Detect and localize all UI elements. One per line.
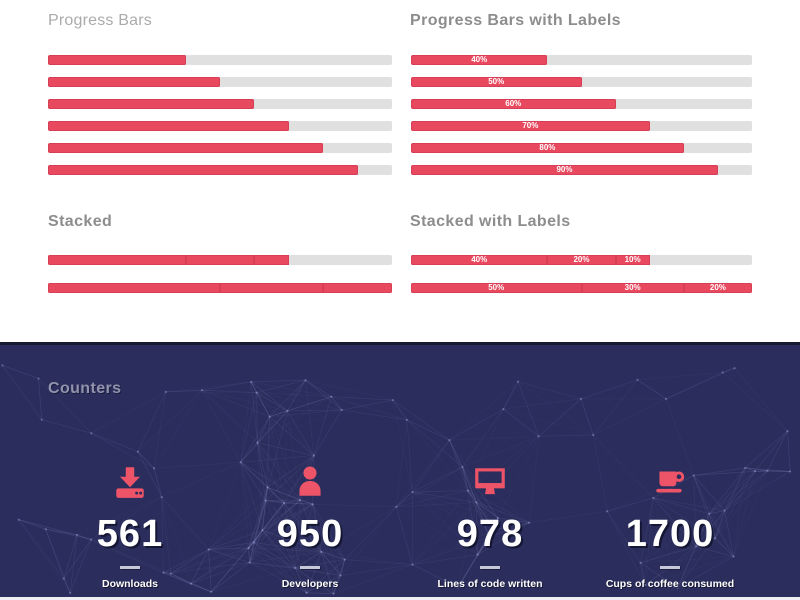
counter-label: Downloads	[101, 578, 158, 590]
progress-bars-with-labels-title: Progress Bars with Labels	[410, 12, 621, 29]
stacked-bar-track	[48, 283, 392, 293]
stacked-segment-label: 40%	[471, 255, 488, 264]
progress-bar-label: 50%	[488, 77, 505, 86]
progress-bar-fill: 50%	[411, 77, 582, 87]
progress-bar-track: 70%	[411, 121, 752, 131]
stacked-bar-segment: 50%	[411, 283, 582, 293]
counter-item: 978 Lines of code written	[400, 463, 580, 590]
progress-bar-fill	[48, 165, 358, 175]
stacked-bar-segment: 30%	[581, 283, 684, 293]
stacked-with-labels-title: Stacked with Labels	[410, 213, 571, 230]
user-icon	[291, 463, 329, 501]
counter-value: 561	[96, 513, 164, 555]
stacked-bar-track	[48, 255, 392, 265]
stacked-bar-track: 50% 30% 20%	[411, 283, 752, 293]
stacked-bar-segment	[220, 283, 324, 293]
progress-bar-label: 90%	[556, 165, 573, 174]
progress-bar-fill	[48, 99, 255, 109]
stacked-title: Stacked	[48, 213, 113, 230]
progress-bar-label: 60%	[505, 99, 522, 108]
progress-bar-track	[48, 77, 392, 87]
progress-bar-track: 90%	[411, 165, 752, 175]
stacked-bars-labeled-group: 40% 20% 10% 50% 30% 20%	[411, 255, 752, 311]
progress-bar-fill	[48, 121, 289, 131]
stacked-segment-label: 30%	[624, 283, 641, 292]
counters-title: Counters	[48, 380, 122, 397]
counters-section: Counters 561 Downloads 950 Developers 978 Lin…	[0, 342, 800, 597]
counter-item: 561 Downloads	[40, 463, 220, 590]
progress-bar-track: 80%	[411, 143, 752, 153]
progress-bar-fill	[48, 77, 220, 87]
counter-item: 950 Developers	[220, 463, 400, 590]
progress-bars-group	[48, 55, 392, 187]
download-icon	[111, 463, 149, 501]
counter-label: Lines of code written	[437, 578, 543, 590]
stacked-segment-label: 10%	[624, 255, 641, 264]
counter-divider	[300, 566, 320, 569]
progress-bar-track	[48, 143, 392, 153]
counter-label: Cups of coffee consumed	[605, 578, 735, 590]
stacked-bar-track: 40% 20% 10%	[411, 255, 752, 265]
counters-row: 561 Downloads 950 Developers 978 Lines of cod…	[40, 463, 760, 590]
progress-bar-label: 80%	[539, 143, 556, 152]
progress-bar-track	[48, 55, 392, 65]
progress-bar-fill: 70%	[411, 121, 650, 131]
progress-bar-track: 60%	[411, 99, 752, 109]
counter-label: Developers	[281, 578, 339, 590]
stacked-bar-segment	[254, 255, 289, 265]
counter-item: 1700 Cups of coffee consumed	[580, 463, 760, 590]
stacked-bar-segment: 20%	[547, 255, 616, 265]
stacked-segment-label: 20%	[709, 283, 726, 292]
progress-bar-track	[48, 99, 392, 109]
progress-bar-fill: 90%	[411, 165, 718, 175]
stacked-bar-segment	[323, 283, 392, 293]
stacked-segment-label: 50%	[488, 283, 505, 292]
monitor-icon	[471, 463, 509, 501]
bottom-strip	[0, 597, 800, 600]
progress-bar-track: 40%	[411, 55, 752, 65]
progress-bar-fill	[48, 55, 186, 65]
counter-divider	[120, 566, 140, 569]
progress-bar-track: 50%	[411, 77, 752, 87]
stacked-bar-segment: 40%	[411, 255, 548, 265]
stacked-bar-segment	[48, 283, 220, 293]
stacked-bar-segment	[48, 255, 186, 265]
progress-bar-label: 70%	[522, 121, 539, 130]
stacked-bar-segment: 10%	[615, 255, 650, 265]
plexus-background	[1, 364, 792, 595]
progress-bar-fill: 60%	[411, 99, 616, 109]
counter-divider	[480, 566, 500, 569]
counter-value: 978	[456, 513, 524, 555]
progress-bars-title: Progress Bars	[48, 12, 152, 29]
progress-bar-label: 40%	[471, 55, 488, 64]
progress-bar-fill: 40%	[411, 55, 548, 65]
stacked-bars-group	[48, 255, 392, 311]
progress-bars-labeled-group: 40% 50% 60% 70% 80% 90%	[411, 55, 752, 187]
stacked-segment-label: 20%	[573, 255, 590, 264]
progress-bar-track	[48, 121, 392, 131]
stacked-bar-segment	[185, 255, 255, 265]
progress-bar-fill	[48, 143, 324, 153]
stacked-bar-segment: 20%	[683, 283, 752, 293]
counter-value: 1700	[625, 513, 715, 555]
counter-value: 950	[276, 513, 344, 555]
counter-divider	[660, 566, 680, 569]
progress-bar-fill: 80%	[411, 143, 684, 153]
coffee-icon	[651, 463, 689, 501]
progress-bar-track	[48, 165, 392, 175]
